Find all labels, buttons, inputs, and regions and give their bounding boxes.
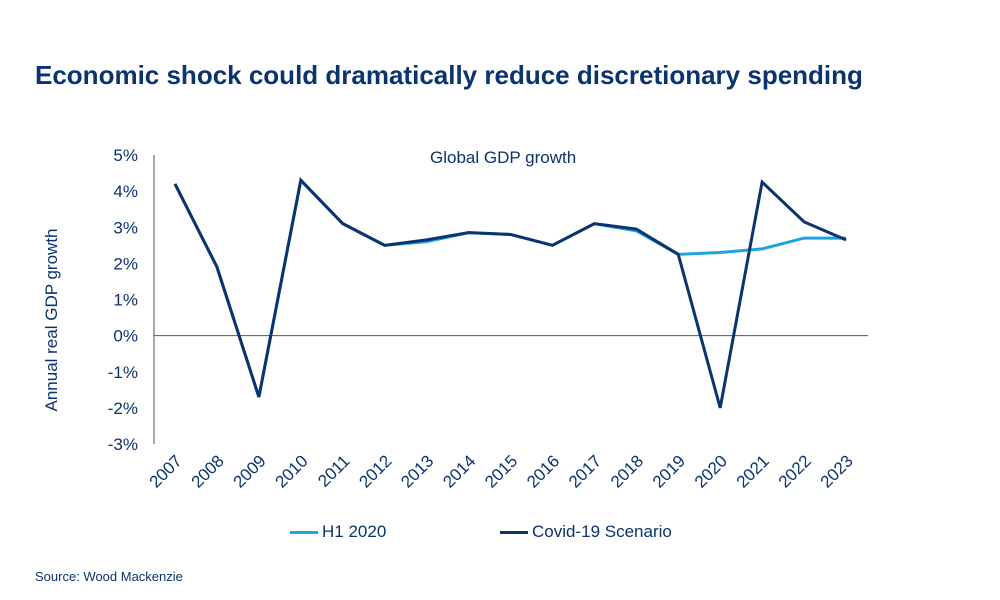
series-line-covid-scenario (173, 177, 847, 409)
x-tick-label: 2011 (314, 451, 353, 490)
series-line-h1-2020 (173, 177, 846, 398)
legend-label: Covid-19 Scenario (532, 522, 672, 541)
y-tick-label: -1% (108, 363, 138, 382)
y-tick-label: 3% (113, 218, 138, 237)
y-tick-label: 2% (113, 254, 138, 273)
y-tick-label: 0% (113, 327, 138, 346)
x-tick-label: 2021 (733, 451, 773, 491)
x-tick-label: 2022 (775, 451, 815, 491)
x-tick-label: 2016 (523, 451, 563, 491)
y-tick-label: 5% (113, 146, 138, 165)
x-tick-label: 2020 (691, 451, 731, 491)
y-tick-label: -2% (108, 399, 138, 418)
chart-title: Global GDP growth (430, 148, 577, 167)
x-tick-label: 2007 (146, 451, 186, 491)
x-tick-label: 2009 (230, 451, 270, 491)
source-note: Source: Wood Mackenzie (35, 569, 183, 584)
legend-item-covid-scenario: Covid-19 Scenario (500, 522, 672, 542)
x-tick-label: 2023 (817, 451, 857, 491)
x-tick-label: 2014 (439, 451, 479, 491)
slide-title: Economic shock could dramatically reduce… (35, 60, 863, 90)
x-tick-label: 2015 (481, 451, 521, 491)
x-tick-label: 2010 (271, 451, 311, 491)
y-tick-label: -3% (108, 435, 138, 454)
x-tick-label: 2018 (607, 451, 647, 491)
legend-swatch (500, 530, 528, 534)
legend-label: H1 2020 (322, 522, 387, 541)
x-tick-label: 2013 (397, 451, 437, 491)
y-tick-label: 1% (113, 291, 138, 310)
y-tick-label: 4% (113, 182, 138, 201)
legend-item-h1-2020: H1 2020 (290, 522, 386, 542)
legend-swatch (290, 530, 318, 534)
x-tick-label: 2008 (188, 451, 228, 491)
x-tick-label: 2017 (565, 451, 605, 491)
x-tick-label: 2012 (355, 451, 395, 491)
x-tick-label: 2019 (649, 451, 689, 491)
